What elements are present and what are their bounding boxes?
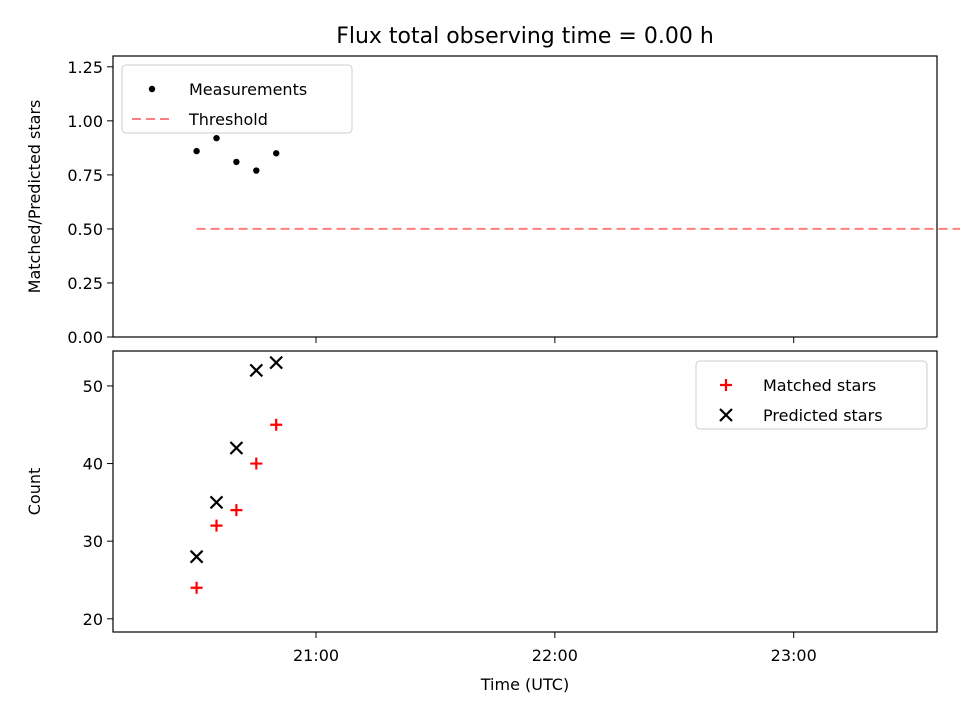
y-tick-label: 20 <box>83 610 103 629</box>
panel-ratio: 0.00 0.25 0.50 0.75 1.00 1.25 Matched/Predicte… <box>25 55 960 347</box>
y-tick-label: 40 <box>83 455 103 474</box>
matched-star-point <box>250 457 263 470</box>
predicted-star-point <box>249 363 264 378</box>
measurement-point <box>253 167 260 174</box>
matched-star-point <box>190 581 203 594</box>
predicted-star-point <box>189 549 204 564</box>
panel-counts: 2030405021:0022:0023:0000:0001:0002:0003… <box>25 350 938 694</box>
predicted-star-point <box>269 355 283 370</box>
plot-frame <box>112 350 938 633</box>
y-axis-label: Matched/Predicted stars <box>25 100 44 294</box>
x-axis-label: Time (UTC) <box>480 675 569 694</box>
matched-star-point <box>230 504 243 517</box>
matched-star-point <box>210 519 223 532</box>
predicted-star-point <box>229 441 244 455</box>
y-tick-label: 0.00 <box>67 328 103 347</box>
y-tick-label: 0.25 <box>67 274 103 293</box>
chart-title: Flux total observing time = 0.00 h <box>336 24 714 49</box>
y-tick-label: 0.75 <box>67 166 103 185</box>
y-tick-label: 0.50 <box>67 220 103 239</box>
measurement-point <box>233 158 240 166</box>
legend-label: Matched stars <box>763 376 876 395</box>
legend-label: Predicted stars <box>763 406 883 425</box>
x-tick-label: 23:00 <box>771 646 817 665</box>
y-tick-label: 30 <box>83 532 103 551</box>
y-tick-label: 1.00 <box>67 112 103 131</box>
x-tick-label: 22:00 <box>532 646 578 665</box>
plot-frame <box>112 55 938 338</box>
legend-box <box>695 360 928 430</box>
matched-star-point <box>270 418 283 431</box>
measurement-point <box>273 150 280 157</box>
legend-plus-icon <box>720 379 732 391</box>
legend-x-icon <box>719 408 733 422</box>
y-tick-label: 1.25 <box>67 58 103 77</box>
legend-box <box>121 64 353 134</box>
legend-dot-icon <box>148 85 156 93</box>
legend-label: Threshold <box>188 110 268 129</box>
measurement-point <box>193 147 200 155</box>
x-tick-label: 21:00 <box>293 646 339 665</box>
y-axis-label: Count <box>25 468 44 516</box>
predicted-star-point <box>209 495 224 510</box>
legend-label: Measurements <box>189 80 307 99</box>
measurement-point <box>213 134 220 142</box>
y-tick-label: 50 <box>83 377 103 396</box>
